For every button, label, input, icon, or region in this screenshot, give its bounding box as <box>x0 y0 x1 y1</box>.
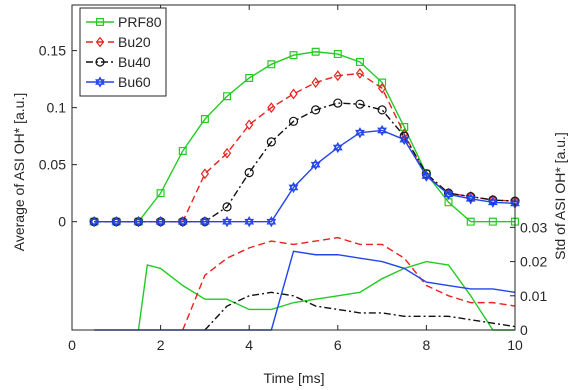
marker-bu60 <box>487 196 498 208</box>
marker-bu60 <box>377 124 387 137</box>
legend-marker <box>95 57 105 67</box>
x-tick-label: 6 <box>334 337 342 353</box>
y-left-tick-label: 0 <box>58 214 66 230</box>
marker-prf80 <box>245 73 254 82</box>
marker-bu20 <box>222 147 232 159</box>
marker-prf80 <box>156 189 165 198</box>
legend-label: Bu60 <box>118 74 151 90</box>
x-tick-label: 10 <box>507 337 523 353</box>
marker-bu60 <box>421 170 432 182</box>
marker-bu60 <box>310 159 321 171</box>
marker-bu60 <box>355 127 365 139</box>
x-tick-label: 4 <box>245 337 253 353</box>
marker-bu20 <box>377 82 387 94</box>
marker-bu60 <box>332 141 343 154</box>
marker-bu60 <box>266 216 277 228</box>
marker-prf80 <box>511 217 519 226</box>
marker-prf80 <box>378 78 387 87</box>
marker-prf80 <box>200 115 209 124</box>
marker-bu60 <box>89 216 100 228</box>
marker-bu60 <box>443 188 454 200</box>
marker-prf80 <box>488 217 497 226</box>
y-axis-right-label: Std of ASI OH* [a.u.] <box>552 132 568 260</box>
marker-bu40 <box>288 116 299 126</box>
y-right-tick-label: 0 <box>520 322 528 338</box>
legend-label: PRF80 <box>118 14 162 30</box>
x-tick-label: 2 <box>157 337 165 353</box>
y-right-tick-label: 0.03 <box>520 219 547 235</box>
marker-bu60 <box>177 216 188 228</box>
marker-bu60 <box>133 216 144 228</box>
marker-bu40 <box>311 105 321 115</box>
y-right-tick-label: 0.01 <box>520 288 547 304</box>
marker-bu40 <box>377 105 387 115</box>
std-line-prf80 <box>137 260 515 331</box>
marker-bu20 <box>245 119 254 131</box>
marker-bu60 <box>465 193 476 205</box>
marker-bu20 <box>200 168 210 180</box>
marker-prf80 <box>289 51 298 60</box>
marker-bu20 <box>267 102 276 114</box>
marker-prf80 <box>333 50 342 59</box>
x-axis-label: Time [ms] <box>264 370 325 386</box>
y-axis-left-label: Average of ASI OH* [a.u.] <box>11 93 27 252</box>
marker-bu40 <box>222 202 232 212</box>
std-line-bu40 <box>204 291 516 331</box>
marker-prf80 <box>178 146 187 155</box>
x-tick-label: 8 <box>423 337 431 353</box>
marker-bu60 <box>288 181 299 194</box>
marker-bu60 <box>200 216 210 228</box>
mean-lines <box>89 47 520 228</box>
y-left-tick-label: 0.05 <box>39 157 66 173</box>
y-right-tick-label: 0.02 <box>520 254 547 270</box>
marker-bu20 <box>355 68 365 79</box>
legend: PRF80 Bu20 Bu40 Bu60 <box>79 7 167 97</box>
marker-bu60 <box>244 216 255 228</box>
legend-marker <box>95 76 105 88</box>
legend-label: Bu40 <box>118 54 151 70</box>
y-left-tick-label: 0.15 <box>39 43 66 59</box>
marker-bu60 <box>155 216 166 228</box>
std-lines <box>94 236 516 331</box>
marker-bu40 <box>244 168 254 178</box>
marker-prf80 <box>223 92 232 101</box>
marker-prf80 <box>466 217 475 226</box>
marker-prf80 <box>311 47 320 56</box>
marker-bu40 <box>266 137 276 147</box>
marker-prf80 <box>444 198 453 207</box>
marker-bu20 <box>333 70 342 82</box>
marker-prf80 <box>355 58 364 67</box>
std-line-bu60 <box>94 250 516 331</box>
plot-frame <box>71 4 516 331</box>
marker-bu60 <box>399 133 410 146</box>
legend-marker <box>96 18 104 26</box>
marker-bu20 <box>289 88 298 100</box>
mean-line-bu60 <box>94 129 516 223</box>
marker-bu40 <box>355 99 365 109</box>
marker-prf80 <box>267 60 276 69</box>
marker-bu40 <box>333 98 343 108</box>
mean-line-prf80 <box>94 51 515 223</box>
y-left-tick-label: 0.1 <box>47 100 67 116</box>
x-tick-label: 0 <box>68 337 76 353</box>
legend-marker <box>95 36 105 48</box>
marker-bu20 <box>311 77 320 88</box>
marker-bu60 <box>111 216 122 228</box>
marker-bu60 <box>222 216 232 228</box>
legend-label: Bu20 <box>118 34 151 50</box>
std-line-bu20 <box>182 236 516 331</box>
